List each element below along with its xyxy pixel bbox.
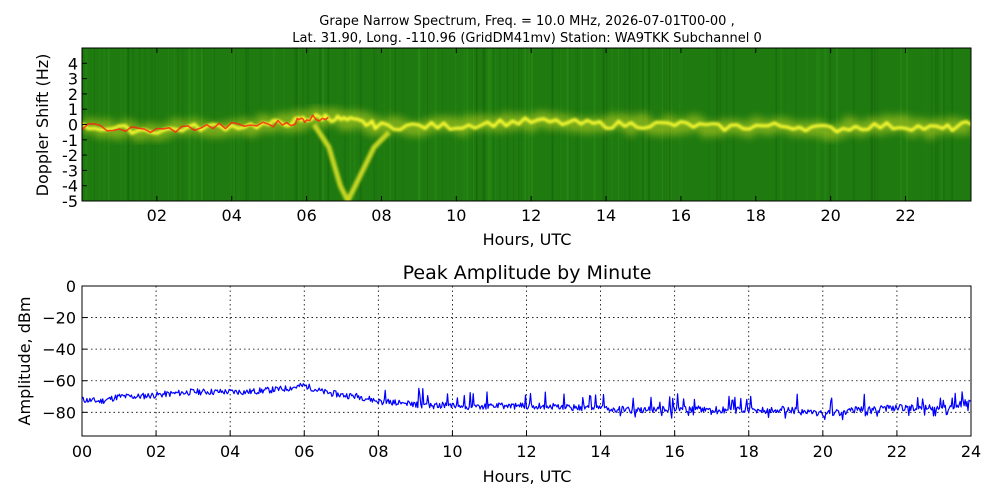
amplitude-y-tick-label: −40 — [42, 340, 76, 359]
spectrogram-x-tick-label: 12 — [521, 206, 541, 225]
amplitude-grid — [82, 286, 971, 436]
spectrogram-x-tick-label: 16 — [671, 206, 691, 225]
spectrogram-title-line1: Grape Narrow Spectrum, Freq. = 10.0 MHz,… — [319, 14, 734, 29]
amplitude-x-tick-label: 14 — [590, 442, 610, 461]
amplitude-x-tick-label: 16 — [664, 442, 684, 461]
spectrogram-noise-stripe — [139, 48, 141, 201]
spectrogram-y-tick-label: -4 — [62, 177, 78, 196]
amplitude-y-tick-label: −80 — [42, 403, 76, 422]
amplitude-x-tick-label: 20 — [813, 442, 833, 461]
spectrogram-x-tick-label: 14 — [596, 206, 616, 225]
spectrogram-title-line2: Lat. 31.90, Long. -110.96 (GridDM41mv) S… — [292, 31, 762, 46]
spectrogram-x-axis: 02 04 06 08 10 12 14 16 18 20 22 — [147, 48, 916, 225]
spectrogram-x-tick-label: 08 — [371, 206, 391, 225]
spectrogram-y-tick-label: -1 — [62, 131, 78, 150]
spectrogram-noise-stripe — [829, 48, 832, 201]
spectrogram-y-tick-label: -2 — [62, 146, 78, 165]
amplitude-x-label: Hours, UTC — [483, 467, 572, 486]
spectrogram-x-tick-label: 22 — [895, 206, 915, 225]
spectrogram-x-tick-label: 20 — [820, 206, 840, 225]
amplitude-x-tick-label: 24 — [961, 442, 981, 461]
amplitude-title: Peak Amplitude by Minute — [403, 262, 652, 284]
spectrogram-signal-peak — [82, 114, 329, 134]
amplitude-y-tick-label: −60 — [42, 372, 76, 391]
amplitude-x-tick-label: 12 — [516, 442, 536, 461]
amplitude-x-tick-label: 18 — [739, 442, 759, 461]
spectrogram-chart: Grape Narrow Spectrum, Freq. = 10.0 MHz,… — [33, 14, 972, 249]
amplitude-x-tick-label: 22 — [887, 442, 907, 461]
spectrogram-y-tick-label: -5 — [62, 192, 78, 211]
spectrogram-x-tick-label: 02 — [147, 206, 167, 225]
spectrogram-y-tick-label: 2 — [68, 85, 78, 104]
amplitude-series-line — [82, 382, 971, 421]
spectrogram-y-tick-label: -3 — [62, 161, 78, 180]
amplitude-x-tick-label: 04 — [220, 442, 240, 461]
spectrogram-y-tick-label: 3 — [68, 70, 78, 89]
spectrogram-signal-trace — [82, 113, 971, 135]
spectrogram-y-tick-label: 0 — [68, 116, 78, 135]
amplitude-y-tick-label: 0 — [66, 277, 76, 296]
spectrogram-x-tick-label: 04 — [222, 206, 242, 225]
amplitude-y-axis: 0 −20 −40 −60 −80 — [42, 277, 87, 422]
amplitude-y-tick-label: −20 — [42, 309, 76, 328]
amplitude-chart: Peak Amplitude by Minute 00 02 04 06 08 10 12 1… — [15, 262, 981, 486]
spectrogram-signal-glow — [82, 106, 971, 142]
amplitude-x-tick-label: 02 — [146, 442, 166, 461]
amplitude-x-tick-label: 00 — [72, 442, 92, 461]
spectrogram-x-tick-label: 06 — [296, 206, 316, 225]
spectrogram-x-tick-label: 18 — [746, 206, 766, 225]
spectrogram-x-label: Hours, UTC — [483, 230, 572, 249]
amplitude-x-tick-label: 06 — [294, 442, 314, 461]
spectrogram-y-tick-label: 1 — [68, 100, 78, 119]
amplitude-x-tick-label: 10 — [442, 442, 462, 461]
spectrogram-x-tick-label: 10 — [446, 206, 466, 225]
amplitude-x-tick-label: 08 — [368, 442, 388, 461]
amplitude-y-label: Amplitude, dBm — [15, 297, 34, 426]
spectrogram-doppler-dip — [312, 123, 391, 201]
spectrogram-y-label: Doppler Shift (Hz) — [33, 54, 52, 197]
spectrogram-y-tick-label: 4 — [68, 54, 78, 73]
amplitude-x-axis: 00 02 04 06 08 10 12 14 16 18 20 22 24 — [72, 431, 981, 461]
